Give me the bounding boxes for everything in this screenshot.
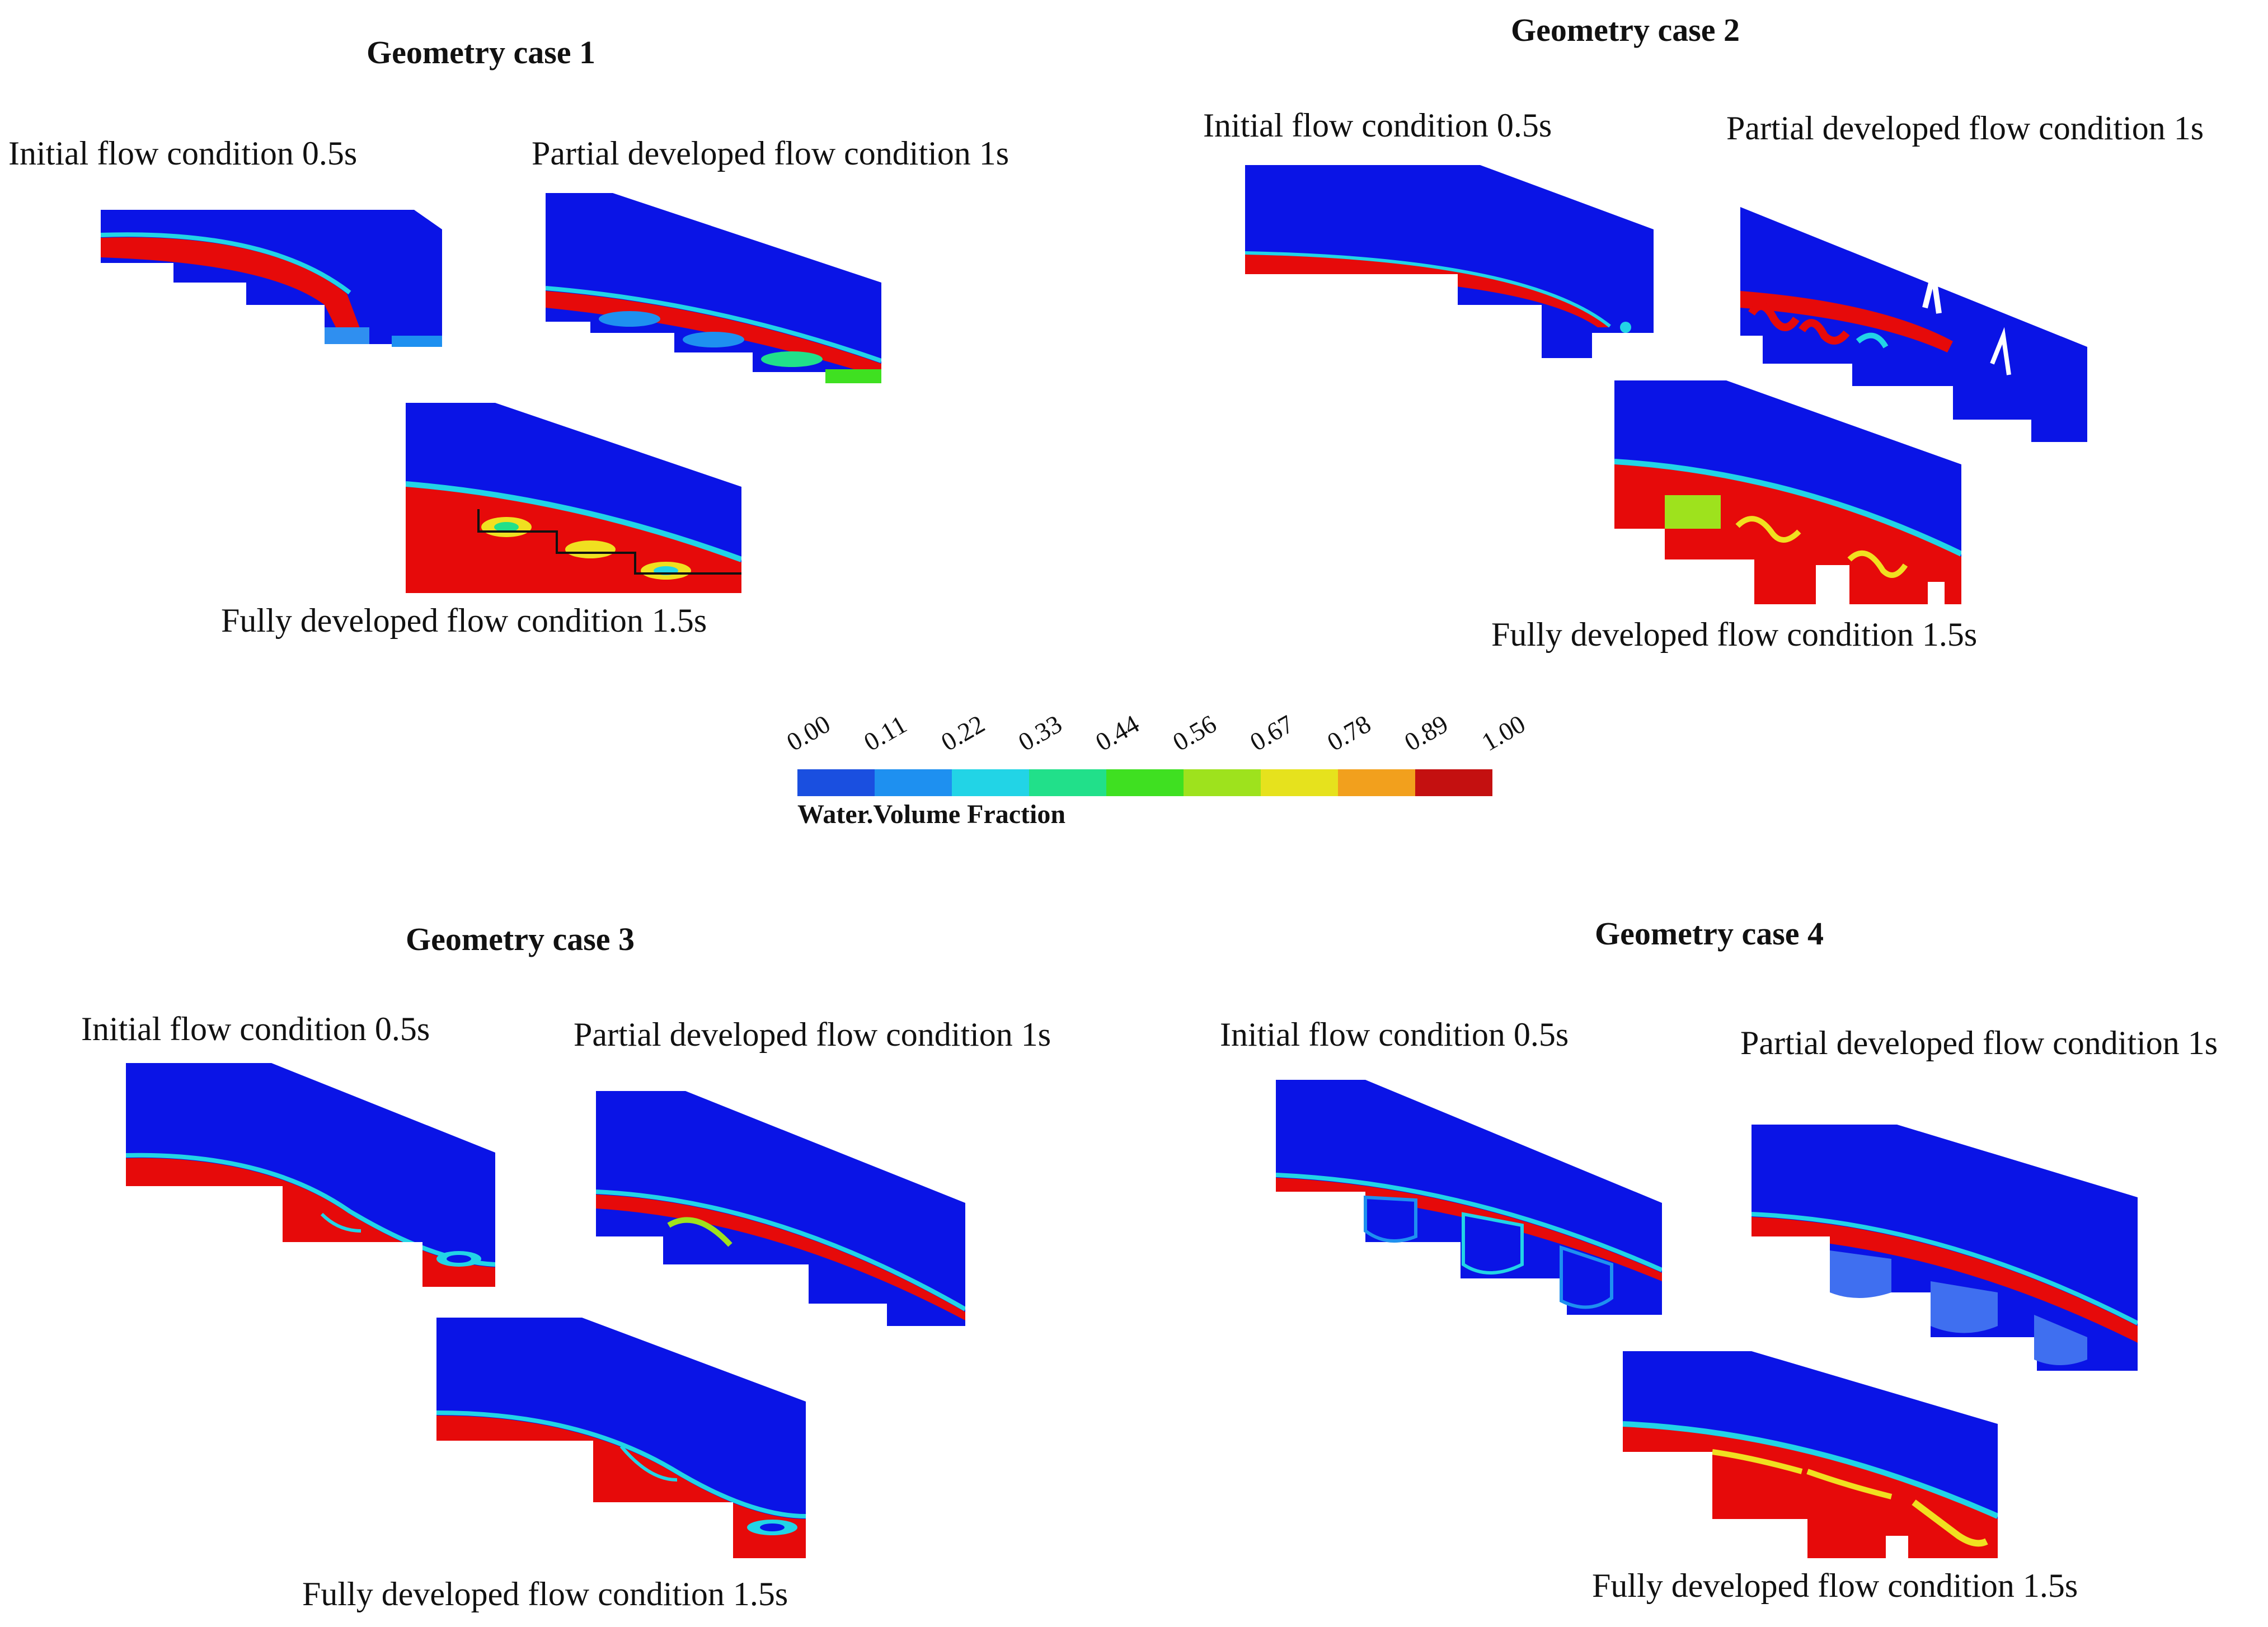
- case4-title: Geometry case 4: [1595, 915, 1824, 952]
- legend-tick: 0.11: [859, 709, 912, 757]
- legend-tick: 0.56: [1168, 709, 1222, 757]
- case4-full-contour: [1623, 1351, 1998, 1558]
- case1-full-contour: [406, 403, 741, 593]
- case1-initial-contour: [101, 210, 442, 364]
- case3-title: Geometry case 3: [406, 921, 635, 957]
- legend-title: Water.Volume Fraction: [797, 800, 1066, 829]
- case1-title: Geometry case 1: [367, 34, 596, 70]
- case4-full-caption: Fully developed flow condition 1.5s: [1592, 1567, 2078, 1604]
- case3-full-caption: Fully developed flow condition 1.5s: [302, 1576, 788, 1612]
- case4-initial-caption: Initial flow condition 0.5s: [1220, 1016, 1569, 1053]
- legend-color-segment: [1106, 769, 1184, 796]
- case2-initial-caption: Initial flow condition 0.5s: [1203, 107, 1552, 144]
- color-legend: 0.00 0.11 0.22 0.33 0.44 0.56 0.67 0.78 …: [782, 694, 1530, 845]
- legend-color-segment: [797, 769, 875, 796]
- case1-initial-caption: Initial flow condition 0.5s: [8, 135, 358, 172]
- legend-tick: 0.33: [1013, 709, 1067, 757]
- legend-tick: 0.44: [1091, 709, 1144, 757]
- case3-partial-contour: [596, 1091, 965, 1326]
- legend-tick: 1.00: [1477, 709, 1530, 757]
- case4-initial-contour: [1276, 1080, 1662, 1315]
- case3-partial-caption: Partial developed flow condition 1s: [574, 1016, 1051, 1053]
- case1-full-caption: Fully developed flow condition 1.5s: [221, 602, 707, 639]
- legend-tick: 0.89: [1400, 709, 1453, 757]
- legend-color-segment: [1338, 769, 1415, 796]
- case1-partial-contour: [546, 193, 881, 383]
- case2-full-caption: Fully developed flow condition 1.5s: [1491, 616, 1978, 653]
- case1-partial-caption: Partial developed flow condition 1s: [532, 135, 1009, 172]
- legend-tick: 0.67: [1245, 709, 1299, 757]
- case4-partial-contour: [1752, 1125, 2138, 1371]
- legend-color-segment: [1261, 769, 1338, 796]
- case2-full-contour: [1614, 380, 1961, 604]
- case2-title: Geometry case 2: [1511, 12, 1740, 48]
- case2-partial-caption: Partial developed flow condition 1s: [1726, 110, 2204, 147]
- legend-tick: 0.78: [1322, 709, 1376, 757]
- case3-initial-caption: Initial flow condition 0.5s: [81, 1010, 430, 1047]
- case3-initial-contour: [126, 1063, 495, 1287]
- legend-tick: 0.22: [936, 709, 990, 757]
- case4-partial-caption: Partial developed flow condition 1s: [1740, 1024, 2218, 1061]
- legend-color-segment: [952, 769, 1029, 796]
- legend-color-segment: [1415, 769, 1492, 796]
- legend-tick: 0.00: [782, 709, 835, 757]
- case2-initial-contour: [1245, 165, 1654, 358]
- legend-color-segment: [875, 769, 952, 796]
- case3-full-contour: [436, 1318, 806, 1558]
- legend-color-segment: [1184, 769, 1261, 796]
- legend-color-segment: [1029, 769, 1106, 796]
